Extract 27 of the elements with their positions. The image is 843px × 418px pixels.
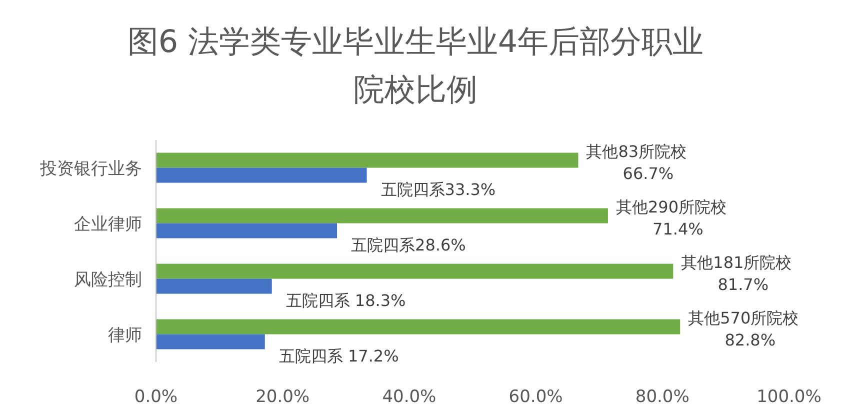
chart-title: 图6 法学类专业毕业生毕业4年后部分职业院校比例 [127,24,704,108]
bar [156,223,338,238]
x-tick-label: 60.0% [508,387,563,407]
bar [156,334,265,350]
bar [156,319,680,334]
x-tick-label: 80.0% [635,387,690,407]
bar [156,264,674,279]
bar [156,208,608,224]
data-label: 五院四系33.3% [380,180,496,199]
x-tick-label: 40.0% [382,387,436,407]
y-tick-label: 律师 [108,325,142,346]
data-label: 其他290所院校 71.4% [616,197,727,238]
x-tick-label: 100.0% [756,387,822,407]
x-tick-label: 0.0% [134,387,178,407]
data-label: 其他181所院校 81.7% [681,252,792,294]
bar [156,278,272,294]
data-label: 其他570所院校 82.8% [688,308,799,350]
data-label: 五院四系28.6% [351,235,466,254]
x-tick-label: 20.0% [256,387,310,407]
data-label: 五院四系 18.3% [286,290,406,310]
data-label: 五院四系 17.2% [278,346,399,366]
y-tick-label: 企业律师 [74,214,142,234]
bar [156,168,367,183]
data-label: 其他83所院校 66.7% [586,142,687,183]
y-tick-label: 风险控制 [74,270,142,290]
y-tick-label: 投资银行业务 [39,158,142,179]
bar [156,152,578,168]
